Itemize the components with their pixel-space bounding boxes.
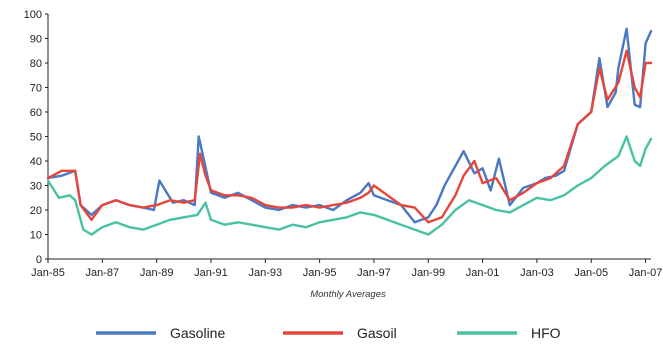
x-tick-label: Jan-07	[629, 267, 663, 279]
y-tick-label: 50	[30, 132, 42, 144]
x-tick-label: Jan-89	[140, 267, 174, 279]
x-tick-label: Jan-01	[466, 267, 500, 279]
x-axis-title: Monthly Averages	[310, 289, 386, 300]
legend-label-gasoil: Gasoil	[357, 325, 397, 341]
x-tick-label: Jan-95	[303, 267, 337, 279]
x-tick-label: Jan-05	[574, 267, 608, 279]
y-tick-label: 0	[36, 254, 42, 266]
y-tick-label: 90	[30, 34, 42, 46]
series-line-gasoline	[46, 27, 653, 224]
y-tick-label: 80	[30, 58, 42, 70]
x-tick-label: Jan-85	[31, 267, 65, 279]
x-tick-label: Jan-87	[86, 267, 120, 279]
y-tick-label: 40	[30, 156, 42, 168]
x-tick-label: Jan-99	[411, 267, 445, 279]
x-tick-label: Jan-91	[194, 267, 228, 279]
x-tick-label: Jan-93	[248, 267, 282, 279]
y-tick-label: 60	[30, 107, 42, 119]
x-tick-label: Jan-97	[357, 267, 391, 279]
y-tick-label: 70	[30, 83, 42, 95]
plot-area	[46, 27, 653, 236]
y-tick-label: 100	[24, 9, 42, 21]
y-tick-label: 10	[30, 230, 42, 242]
x-axis: Jan-85 Jan-87 Jan-89 Jan-91 Jan-93 Jan-95 Jan-…	[31, 258, 663, 279]
x-tick-label: Jan-03	[520, 267, 554, 279]
legend-label-gasoline: Gasoline	[170, 325, 225, 341]
y-tick-label: 20	[30, 205, 42, 217]
series-line-gasoil	[46, 49, 653, 224]
series-line-hfo	[46, 135, 653, 236]
y-tick-label: 30	[30, 181, 42, 193]
legend: Gasoline Gasoil HFO	[96, 325, 561, 341]
legend-label-hfo: HFO	[531, 325, 561, 341]
y-axis: 0 10 20 30 40 50 60 70 80 90 100	[24, 9, 49, 266]
